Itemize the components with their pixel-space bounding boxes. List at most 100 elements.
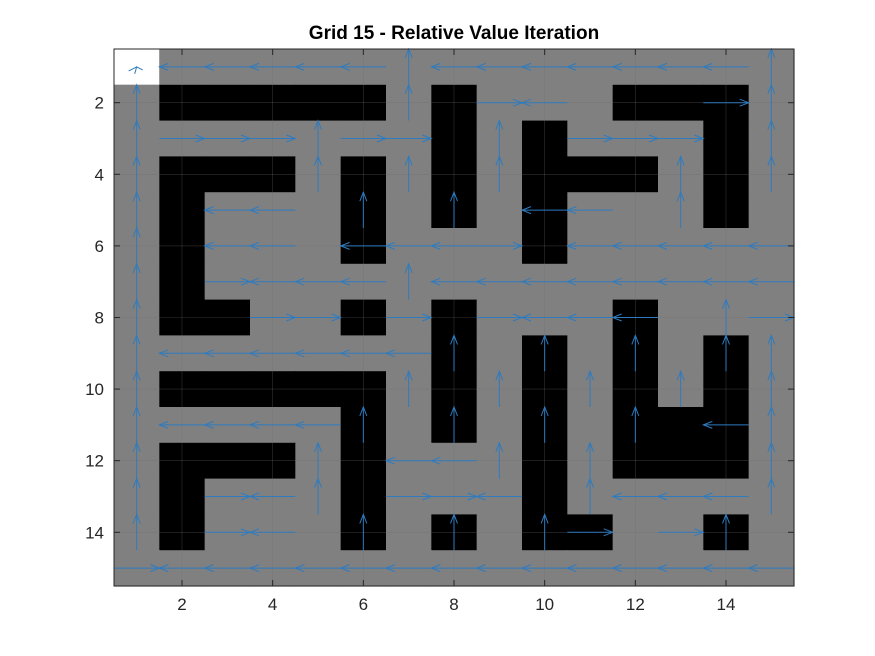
policy-arrow: [132, 334, 141, 372]
free-cell: [567, 407, 614, 444]
policy-arrow: [293, 420, 341, 429]
policy-arrow: [248, 277, 296, 286]
policy-arrow: [540, 405, 549, 443]
policy-arrow: [495, 369, 504, 407]
policy-arrow: [540, 334, 549, 372]
policy-arrow: [450, 513, 458, 551]
policy-arrow: [314, 441, 322, 479]
wall-cell: [522, 371, 568, 408]
policy-arrow: [132, 441, 141, 479]
policy-arrow: [611, 62, 658, 71]
y-tick-label: 2: [95, 94, 104, 113]
policy-arrow: [722, 334, 730, 372]
wall-cell: [431, 371, 478, 408]
wall-cell: [522, 156, 568, 193]
policy-arrow: [203, 564, 250, 573]
wall-cell: [204, 156, 251, 193]
policy-arrow: [248, 62, 296, 71]
policy-arrow: [248, 528, 296, 537]
policy-arrow: [567, 528, 615, 537]
policy-arrow: [676, 369, 685, 407]
wall-cell: [159, 371, 206, 408]
free-cell: [476, 192, 523, 229]
policy-arrow: [565, 241, 613, 250]
wall-cell: [159, 514, 206, 551]
policy-arrow: [767, 405, 776, 443]
wall-cell: [159, 156, 206, 193]
wall-cell: [250, 442, 296, 480]
policy-arrow: [611, 277, 658, 286]
free-cell: [295, 192, 342, 229]
policy-arrow: [747, 241, 794, 250]
policy-arrow: [520, 564, 568, 573]
policy-arrow: [386, 313, 433, 322]
wall-cell: [431, 299, 478, 336]
policy-arrow: [565, 206, 613, 215]
policy-arrow: [520, 206, 568, 215]
policy-arrow: [658, 134, 705, 143]
policy-arrow: [631, 334, 640, 372]
policy-arrow: [656, 492, 704, 501]
policy-arrow: [132, 83, 141, 121]
policy-arrows: [114, 47, 796, 573]
wall-cell: [658, 407, 704, 444]
y-tick-label: 4: [95, 165, 104, 184]
wall-cell: [612, 156, 659, 193]
policy-arrow: [722, 513, 730, 551]
policy-arrow: [656, 62, 704, 71]
policy-arrow: [132, 298, 141, 336]
free-cell: [567, 84, 614, 122]
policy-arrow: [611, 313, 658, 322]
x-tick-label: 6: [359, 595, 368, 614]
policy-arrow: [339, 277, 386, 286]
wall-cell: [340, 442, 387, 480]
wall-cell: [612, 442, 659, 480]
wall-cell: [204, 442, 251, 480]
policy-arrow: [611, 492, 658, 501]
wall-cell: [522, 442, 568, 480]
policy-arrow: [586, 441, 594, 479]
y-tick-label: 6: [95, 237, 104, 256]
policy-arrow: [540, 513, 549, 551]
free-cell: [748, 192, 795, 229]
wall-cell: [295, 84, 342, 122]
wall-cell: [340, 371, 387, 408]
wall-cell: [612, 371, 659, 408]
wall-cell: [522, 120, 568, 157]
policy-arrow: [384, 241, 432, 250]
policy-arrow: [339, 62, 386, 71]
policy-arrow: [701, 241, 749, 250]
policy-arrow: [676, 155, 685, 193]
wall-cell: [703, 156, 750, 193]
free-cell: [612, 192, 659, 229]
policy-arrow: [248, 349, 296, 358]
policy-arrow: [132, 190, 141, 228]
policy-arrow: [429, 564, 477, 573]
wall-cell: [340, 478, 387, 515]
x-tick-label: 8: [449, 595, 458, 614]
policy-arrow: [767, 334, 776, 372]
policy-arrow: [203, 241, 250, 250]
policy-arrow: [767, 83, 776, 121]
policy-arrow: [495, 441, 504, 479]
policy-arrow: [450, 405, 458, 443]
policy-arrow: [747, 277, 794, 286]
policy-arrow: [404, 369, 413, 407]
policy-arrow: [339, 241, 386, 250]
policy-arrow: [767, 441, 776, 479]
policy-arrow: [404, 83, 413, 121]
policy-arrow: [701, 564, 749, 573]
policy-arrow: [475, 492, 522, 501]
axis-ticks: 2 4 6 8 10 12 14 2 4 6 8 10 12 14: [85, 49, 794, 614]
free-cell: [386, 407, 432, 444]
free-cell: [295, 228, 342, 265]
policy-arrow: [565, 277, 613, 286]
policy-arrow: [701, 420, 749, 429]
policy-arrow: [203, 62, 250, 71]
wall-cell: [340, 84, 387, 122]
policy-arrow: [767, 369, 776, 407]
y-tick-label: 14: [85, 523, 104, 542]
policy-arrow: [248, 420, 296, 429]
policy-arrow: [722, 298, 730, 336]
policy-arrow: [359, 405, 368, 443]
